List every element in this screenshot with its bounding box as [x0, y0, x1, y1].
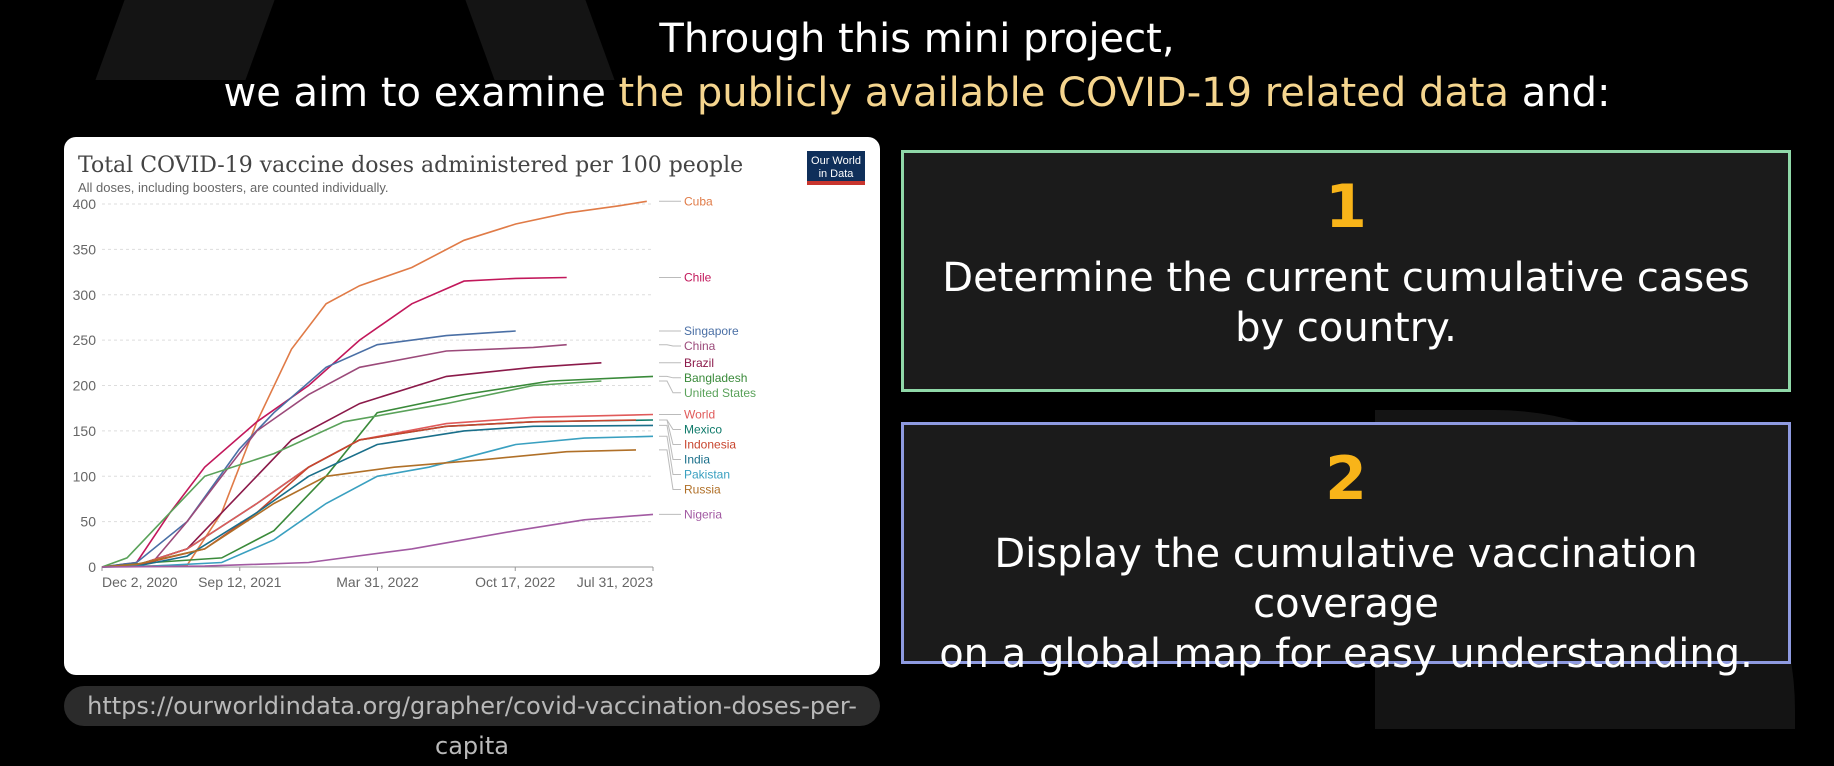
series-line-brazil — [101, 362, 602, 568]
x-tick-label: Jul 31, 2023 — [577, 574, 653, 590]
label-connector — [659, 449, 681, 490]
goal-1-text-line1: Determine the current cumulative cases — [942, 255, 1750, 301]
series-line-india — [101, 424, 654, 568]
goal-2-text-line1: Display the cumulative vaccination cover… — [994, 531, 1698, 627]
series-label-mexico: Mexico — [684, 423, 722, 437]
label-connector — [659, 344, 681, 347]
series-label-chile: Chile — [684, 271, 712, 285]
goal-1-text-line2: by country. — [1235, 305, 1457, 351]
goal-box-1: 1 Determine the current cumulative cases… — [901, 150, 1791, 392]
y-tick-label: 250 — [73, 332, 97, 348]
series-label-india: India — [684, 453, 710, 467]
svg-text:Our World: Our World — [811, 155, 861, 167]
series-line-united-states — [101, 380, 602, 568]
header-line1-text: Through this mini project, — [659, 16, 1175, 62]
goal-2-text-line2: on a global map for easy understanding. — [939, 631, 1753, 677]
chart-subtitle: All doses, including boosters, are count… — [78, 180, 389, 195]
svg-text:in Data: in Data — [819, 168, 855, 180]
series-label-nigeria: Nigeria — [684, 507, 722, 521]
label-connector — [659, 424, 681, 460]
y-tick-label: 400 — [73, 196, 97, 212]
series-label-indonesia: Indonesia — [684, 438, 736, 452]
goal-1-number: 1 — [1325, 172, 1367, 242]
x-tick-label: Sep 12, 2021 — [198, 574, 282, 590]
label-connector — [659, 435, 681, 475]
x-tick-label: Oct 17, 2022 — [475, 574, 555, 590]
label-connector — [659, 419, 681, 430]
y-tick-label: 100 — [73, 468, 97, 484]
y-tick-label: 200 — [73, 378, 97, 394]
header-highlight: the publicly available COVID-19 related … — [618, 70, 1510, 116]
chart-title: Total COVID-19 vaccine doses administere… — [78, 153, 743, 178]
series-label-cuba: Cuba — [684, 194, 713, 208]
series-line-pakistan — [101, 435, 654, 568]
series-line-china — [101, 343, 567, 568]
x-tick-label: Dec 2, 2020 — [102, 574, 178, 590]
vaccine-doses-chart: Total COVID-19 vaccine doses administere… — [73, 151, 865, 590]
y-tick-label: 350 — [73, 241, 97, 257]
goal-2-number: 2 — [1325, 444, 1367, 514]
header-line2-post: and: — [1509, 70, 1611, 116]
goal-box-2: 2 Display the cumulative vaccination cov… — [901, 422, 1791, 677]
series-line-russia — [101, 449, 637, 568]
series-line-chile — [101, 276, 567, 568]
y-tick-label: 150 — [73, 423, 97, 439]
series-line-nigeria — [101, 513, 654, 568]
y-tick-label: 300 — [73, 287, 97, 303]
owid-logo: Our World in Data — [807, 151, 865, 185]
series-label-pakistan: Pakistan — [684, 468, 730, 482]
label-connector — [659, 380, 681, 394]
series-label-world: World — [684, 408, 715, 422]
series-label-united-states: United States — [684, 386, 756, 400]
series-label-russia: Russia — [684, 483, 721, 497]
x-tick-label: Mar 31, 2022 — [336, 574, 419, 590]
source-url[interactable]: https://ourworldindata.org/grapher/covid… — [64, 686, 880, 760]
header-line2-pre: we aim to examine — [223, 70, 619, 116]
y-tick-label: 50 — [80, 514, 96, 530]
series-label-brazil: Brazil — [684, 356, 714, 370]
y-tick-label: 0 — [88, 559, 96, 575]
series-label-bangladesh: Bangladesh — [684, 371, 747, 385]
chart-card: Total COVID-19 vaccine doses administere… — [64, 137, 880, 675]
series-line-indonesia — [101, 419, 637, 568]
series-label-singapore: Singapore — [684, 324, 739, 338]
series-label-china: China — [684, 339, 716, 353]
header-line-2: we aim to examine the publicly available… — [0, 70, 1834, 116]
label-connector — [659, 419, 681, 445]
header-line-1: Through this mini project, — [0, 16, 1834, 62]
series-line-bangladesh — [101, 375, 654, 568]
series-line-singapore — [101, 330, 516, 568]
label-connector — [659, 375, 681, 379]
